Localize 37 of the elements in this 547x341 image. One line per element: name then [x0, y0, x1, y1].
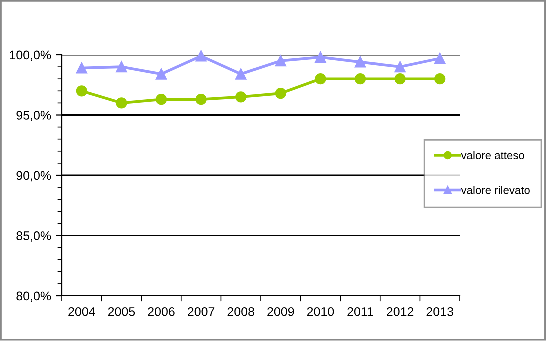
- point: [116, 98, 128, 109]
- point: [354, 56, 366, 68]
- point: [76, 62, 88, 74]
- point: [315, 52, 326, 63]
- point: [434, 53, 446, 64]
- x-tick-label: 2012: [387, 307, 414, 316]
- x-tick-label: 2011: [348, 307, 374, 316]
- point: [196, 50, 207, 62]
- y-tick-label: 80,0%: [16, 292, 52, 302]
- point: [156, 94, 168, 106]
- x-tick-label: 2004: [68, 307, 96, 316]
- y-tick-label: 85,0%: [16, 232, 52, 242]
- x-tick-label: 2006: [148, 307, 175, 316]
- point: [236, 68, 247, 80]
- y-tick-label: 100,0%: [10, 50, 52, 62]
- x-tick-label: 2010: [307, 307, 334, 316]
- x-tick-label: 2009: [268, 307, 294, 316]
- point: [394, 74, 406, 85]
- legend-label: valore rilevato: [461, 186, 530, 194]
- x-tick-label: 2013: [426, 307, 454, 316]
- point: [434, 74, 446, 85]
- point: [275, 55, 286, 67]
- x-tick-label: 2008: [228, 307, 254, 316]
- point: [76, 86, 88, 97]
- x-tick-label: 2007: [188, 307, 215, 316]
- point: [394, 61, 406, 73]
- point: [315, 74, 326, 85]
- point: [354, 74, 366, 85]
- point: [275, 88, 286, 100]
- x-tick-label: 2005: [108, 307, 136, 316]
- legend-label: valore atteso: [461, 151, 524, 160]
- point: [196, 94, 207, 106]
- point: [156, 68, 168, 80]
- y-tick-label: 90,0%: [16, 171, 52, 182]
- point: [236, 92, 247, 103]
- point: [116, 61, 128, 73]
- y-tick-label: 95,0%: [16, 111, 52, 122]
